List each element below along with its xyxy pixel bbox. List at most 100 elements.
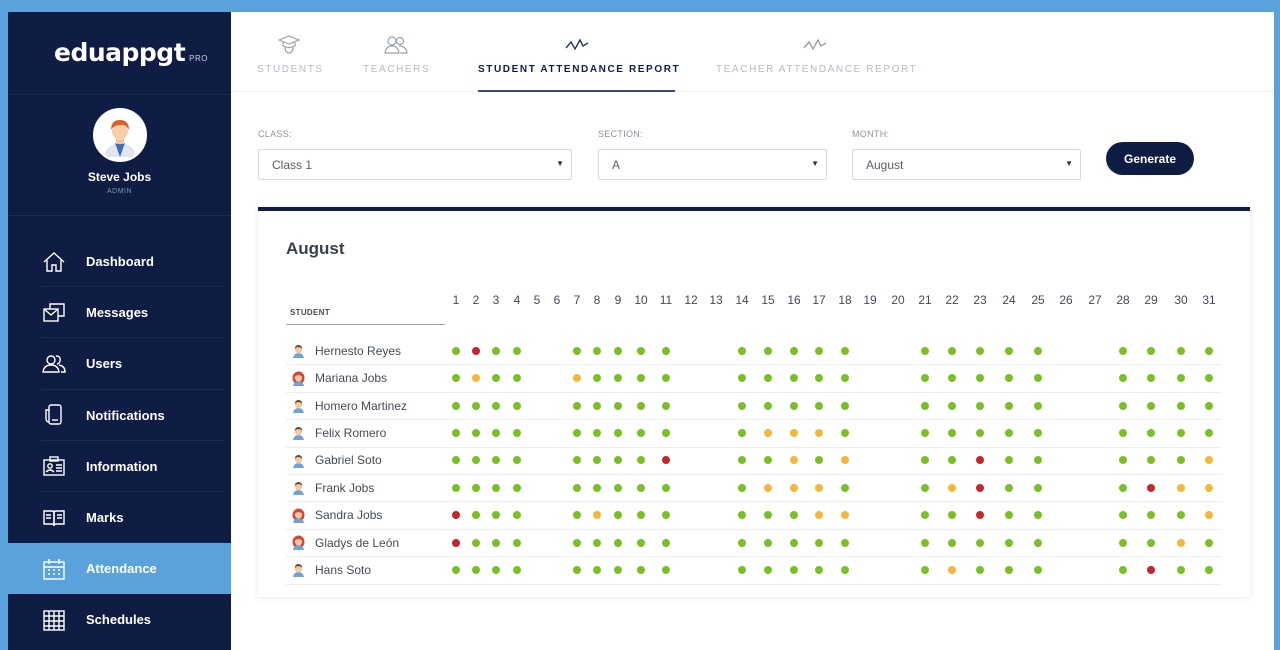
attendance-dot-present: [1005, 428, 1013, 437]
attendance-dot-present: [513, 538, 521, 547]
attendance-dot-present: [948, 538, 956, 547]
attendance-dot-present: [573, 538, 581, 547]
attendance-dot-present: [614, 346, 622, 355]
tab-teacher-attendance-report[interactable]: TEACHER ATTENDANCE REPORT: [716, 34, 916, 92]
attendance-dot-present: [921, 565, 929, 574]
attendance-dot-present: [593, 401, 601, 410]
app-logo[interactable]: eduappgt PRO: [54, 38, 208, 68]
attendance-dot-present: [764, 401, 772, 410]
attendance-dot-present: [1177, 401, 1185, 410]
sidebar-item-information[interactable]: Information: [8, 441, 238, 492]
attendance-dot-present: [790, 346, 798, 355]
attendance-dot-present: [614, 483, 622, 492]
attendance-dot-present: [593, 483, 601, 492]
attendance-dot-present: [790, 511, 798, 520]
attendance-dot-present: [1119, 401, 1127, 410]
attendance-dot-late: [472, 374, 480, 383]
sidebar-item-attendance[interactable]: Attendance: [8, 543, 238, 595]
attendance-dot-present: [764, 374, 772, 383]
attendance-dot-present: [593, 428, 601, 437]
attendance-dot-present: [948, 511, 956, 520]
sidebar-item-label: Attendance: [86, 561, 157, 577]
sidebar-item-label: Notifications: [86, 407, 165, 423]
student-name[interactable]: Hans Soto: [315, 562, 372, 577]
day-header: 11: [659, 293, 673, 307]
student-name[interactable]: Hernesto Reyes: [315, 343, 402, 358]
month-select-value: August: [866, 157, 904, 172]
attendance-dot-present: [513, 511, 521, 520]
sidebar-item-notifications[interactable]: Notifications: [8, 390, 238, 441]
sidebar-item-messages[interactable]: Messages: [8, 287, 238, 339]
app-window: eduappgt PRO Steve Jobs ADMIN Dashboard: [8, 12, 1274, 650]
calendar-icon: [41, 556, 67, 582]
student-name[interactable]: Homero Martinez: [315, 398, 408, 413]
attendance-dot-late: [948, 565, 956, 574]
attendance-dot-present: [1005, 456, 1013, 465]
month-select[interactable]: August ▼: [852, 149, 1081, 180]
sidebar-item-dashboard[interactable]: Dashboard: [8, 236, 238, 288]
attendance-dot-present: [1147, 374, 1155, 383]
attendance-dot-present: [492, 346, 500, 355]
student-name[interactable]: Gladys de León: [315, 535, 400, 550]
messages-icon: [41, 300, 67, 326]
attendance-dot-present: [472, 401, 480, 410]
user-avatar-icon: [98, 113, 142, 157]
book-icon: [41, 505, 67, 531]
student-name[interactable]: Gabriel Soto: [315, 453, 382, 468]
student-name[interactable]: Mariana Jobs: [315, 371, 388, 386]
attendance-dot-present: [1119, 483, 1127, 492]
attendance-dot-present: [1005, 483, 1013, 492]
attendance-dot-present: [573, 428, 581, 437]
student-name[interactable]: Felix Romero: [315, 425, 387, 440]
attendance-dot-present: [637, 538, 645, 547]
day-header: 28: [1116, 293, 1130, 307]
attendance-dot-present: [1147, 538, 1155, 547]
attendance-dot-present: [573, 456, 581, 465]
tab-teachers[interactable]: TEACHERS: [363, 34, 429, 92]
attendance-dot-absent: [452, 511, 460, 520]
day-header: 29: [1144, 293, 1158, 307]
notifications-icon: [41, 402, 67, 428]
attendance-dot-absent: [976, 511, 984, 520]
section-select[interactable]: A ▼: [598, 149, 827, 180]
attendance-dot-present: [1177, 565, 1185, 574]
generate-button[interactable]: Generate: [1106, 142, 1194, 175]
row-divider: [286, 501, 1222, 503]
attendance-dot-present: [921, 456, 929, 465]
class-select[interactable]: Class 1 ▼: [258, 149, 572, 180]
attendance-dot-late: [815, 483, 823, 492]
student-name[interactable]: Frank Jobs: [315, 480, 375, 495]
day-header: 15: [761, 293, 775, 307]
attendance-dot-late: [593, 511, 601, 520]
top-tabs: STUDENTS TEACHERS STUDENT ATTENDANCE REP…: [231, 12, 1274, 92]
report-title: August: [286, 239, 345, 258]
attendance-dot-late: [1205, 456, 1213, 465]
tab-students[interactable]: STUDENTS: [257, 34, 322, 92]
sidebar-item-marks[interactable]: Marks: [8, 492, 238, 544]
attendance-dot-present: [948, 428, 956, 437]
section-label: SECTION:: [598, 129, 643, 139]
sidebar-nav: Dashboard Messages Users: [8, 236, 238, 646]
sidebar-item-users[interactable]: Users: [8, 338, 238, 390]
attendance-dot-present: [472, 483, 480, 492]
avatar[interactable]: [93, 108, 147, 162]
boy-avatar-icon: [291, 398, 306, 413]
tab-student-attendance-report[interactable]: STUDENT ATTENDANCE REPORT: [478, 34, 679, 92]
student-name[interactable]: Sandra Jobs: [315, 508, 383, 523]
attendance-dot-present: [738, 428, 746, 437]
sidebar-item-schedules[interactable]: Schedules: [8, 594, 238, 645]
day-header: 21: [918, 293, 932, 307]
attendance-dot-present: [637, 401, 645, 410]
day-header: 23: [973, 293, 987, 307]
boy-avatar-icon: [291, 562, 306, 578]
day-header: 17: [812, 293, 826, 307]
attendance-dot-present: [1005, 538, 1013, 547]
sidebar-item-label: Schedules: [86, 612, 152, 628]
attendance-dot-present: [1034, 374, 1042, 383]
attendance-dot-present: [1147, 401, 1155, 410]
attendance-dot-present: [738, 565, 746, 574]
nav-divider: [41, 286, 224, 288]
attendance-dot-present: [841, 374, 849, 383]
attendance-dot-late: [790, 483, 798, 492]
row-divider: [286, 556, 1222, 558]
